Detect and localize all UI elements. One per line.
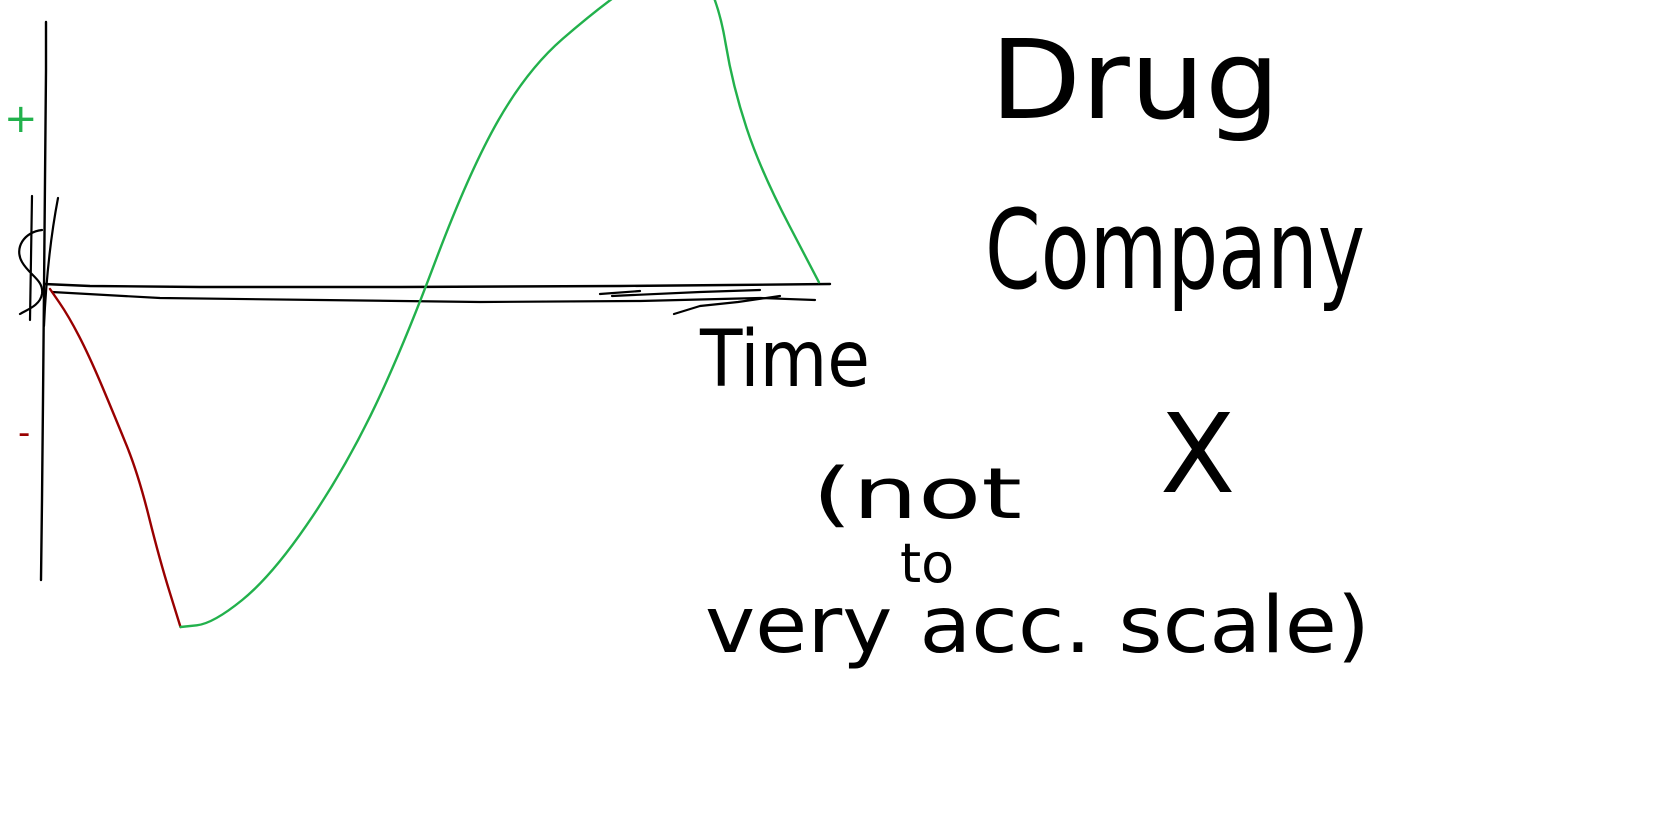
x-axis-line bbox=[42, 282, 832, 289]
annotation-company: Company bbox=[985, 186, 1365, 314]
annotation-to: to bbox=[900, 532, 954, 595]
y-axis-minus-mark: - bbox=[18, 413, 30, 453]
annotation-drug: Drug bbox=[990, 16, 1280, 144]
annotation-not: (not bbox=[812, 453, 1022, 535]
y-axis-plus-mark: + bbox=[4, 96, 38, 142]
dollar-sign-scribble bbox=[18, 194, 60, 328]
x-axis-arrow bbox=[598, 288, 782, 316]
series-negative-line bbox=[48, 287, 182, 629]
annotation-x: X bbox=[1160, 390, 1235, 518]
y-axis-line bbox=[39, 20, 48, 582]
series-positive-line bbox=[179, 0, 821, 629]
annotation-scale: very acc. scale) bbox=[705, 581, 1370, 671]
x-axis-label: Time bbox=[699, 315, 870, 405]
